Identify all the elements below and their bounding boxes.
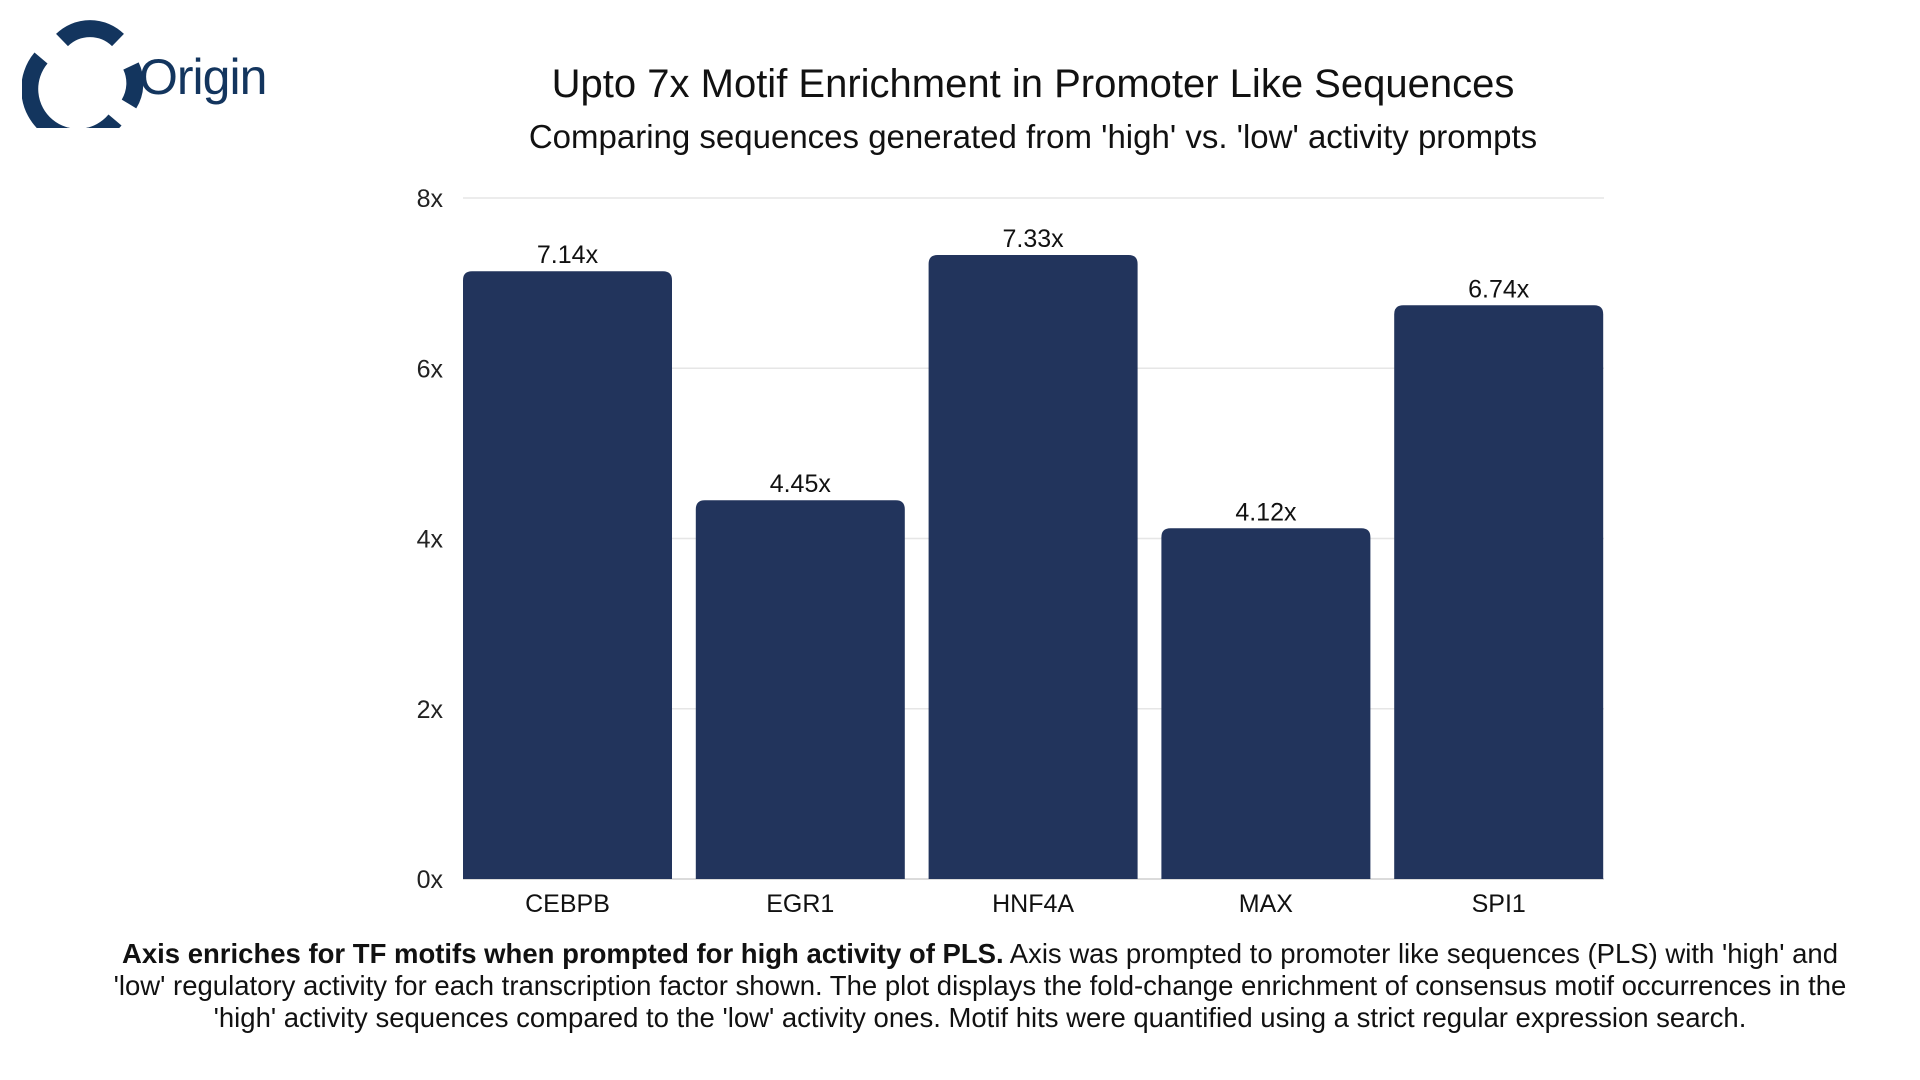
y-axis-ticks: 0x 2x 4x 6x 8x (417, 185, 444, 894)
bar-spi1 (1394, 305, 1604, 879)
chart-subtitle: Comparing sequences generated from 'high… (528, 118, 1538, 155)
bar-cebpb (463, 271, 672, 879)
bars (463, 255, 1604, 879)
caption-bold: Axis enriches for TF motifs when prompte… (121, 938, 1004, 969)
chart-title: Upto 7x Motif Enrichment in Promoter Lik… (551, 62, 1515, 106)
data-labels: 7.14x 4.45x 7.33x 4.12x 6.74x (537, 225, 1530, 526)
caption-text: Axis was prompted to promoter like seque… (113, 938, 1847, 1033)
data-label: 4.45x (770, 470, 832, 498)
x-tick-label: SPI1 (1472, 890, 1526, 918)
y-tick-label: 2x (417, 696, 444, 724)
figure-caption: Axis enriches for TF motifs when prompte… (110, 938, 1850, 1034)
logo-ring-icon (22, 20, 144, 128)
x-tick-label: HNF4A (992, 890, 1074, 918)
data-label: 4.12x (1235, 498, 1297, 526)
x-axis-labels: CEBPB EGR1 HNF4A MAX SPI1 (525, 890, 1526, 918)
x-tick-label: CEBPB (525, 890, 610, 918)
x-tick-label: EGR1 (766, 890, 834, 918)
bar-egr1 (695, 500, 905, 879)
bar-max (1161, 528, 1371, 879)
y-tick-label: 6x (417, 355, 444, 383)
data-label: 7.33x (1003, 225, 1065, 253)
y-tick-label: 4x (417, 526, 444, 554)
data-label: 6.74x (1468, 275, 1530, 303)
x-tick-label: MAX (1239, 890, 1294, 918)
y-tick-label: 0x (417, 866, 444, 894)
data-label: 7.14x (537, 241, 599, 269)
origin-logo: Origin (22, 20, 267, 128)
y-tick-label: 8x (417, 185, 444, 213)
logo-text: Origin (139, 49, 266, 105)
bar-hnf4a (928, 255, 1138, 879)
